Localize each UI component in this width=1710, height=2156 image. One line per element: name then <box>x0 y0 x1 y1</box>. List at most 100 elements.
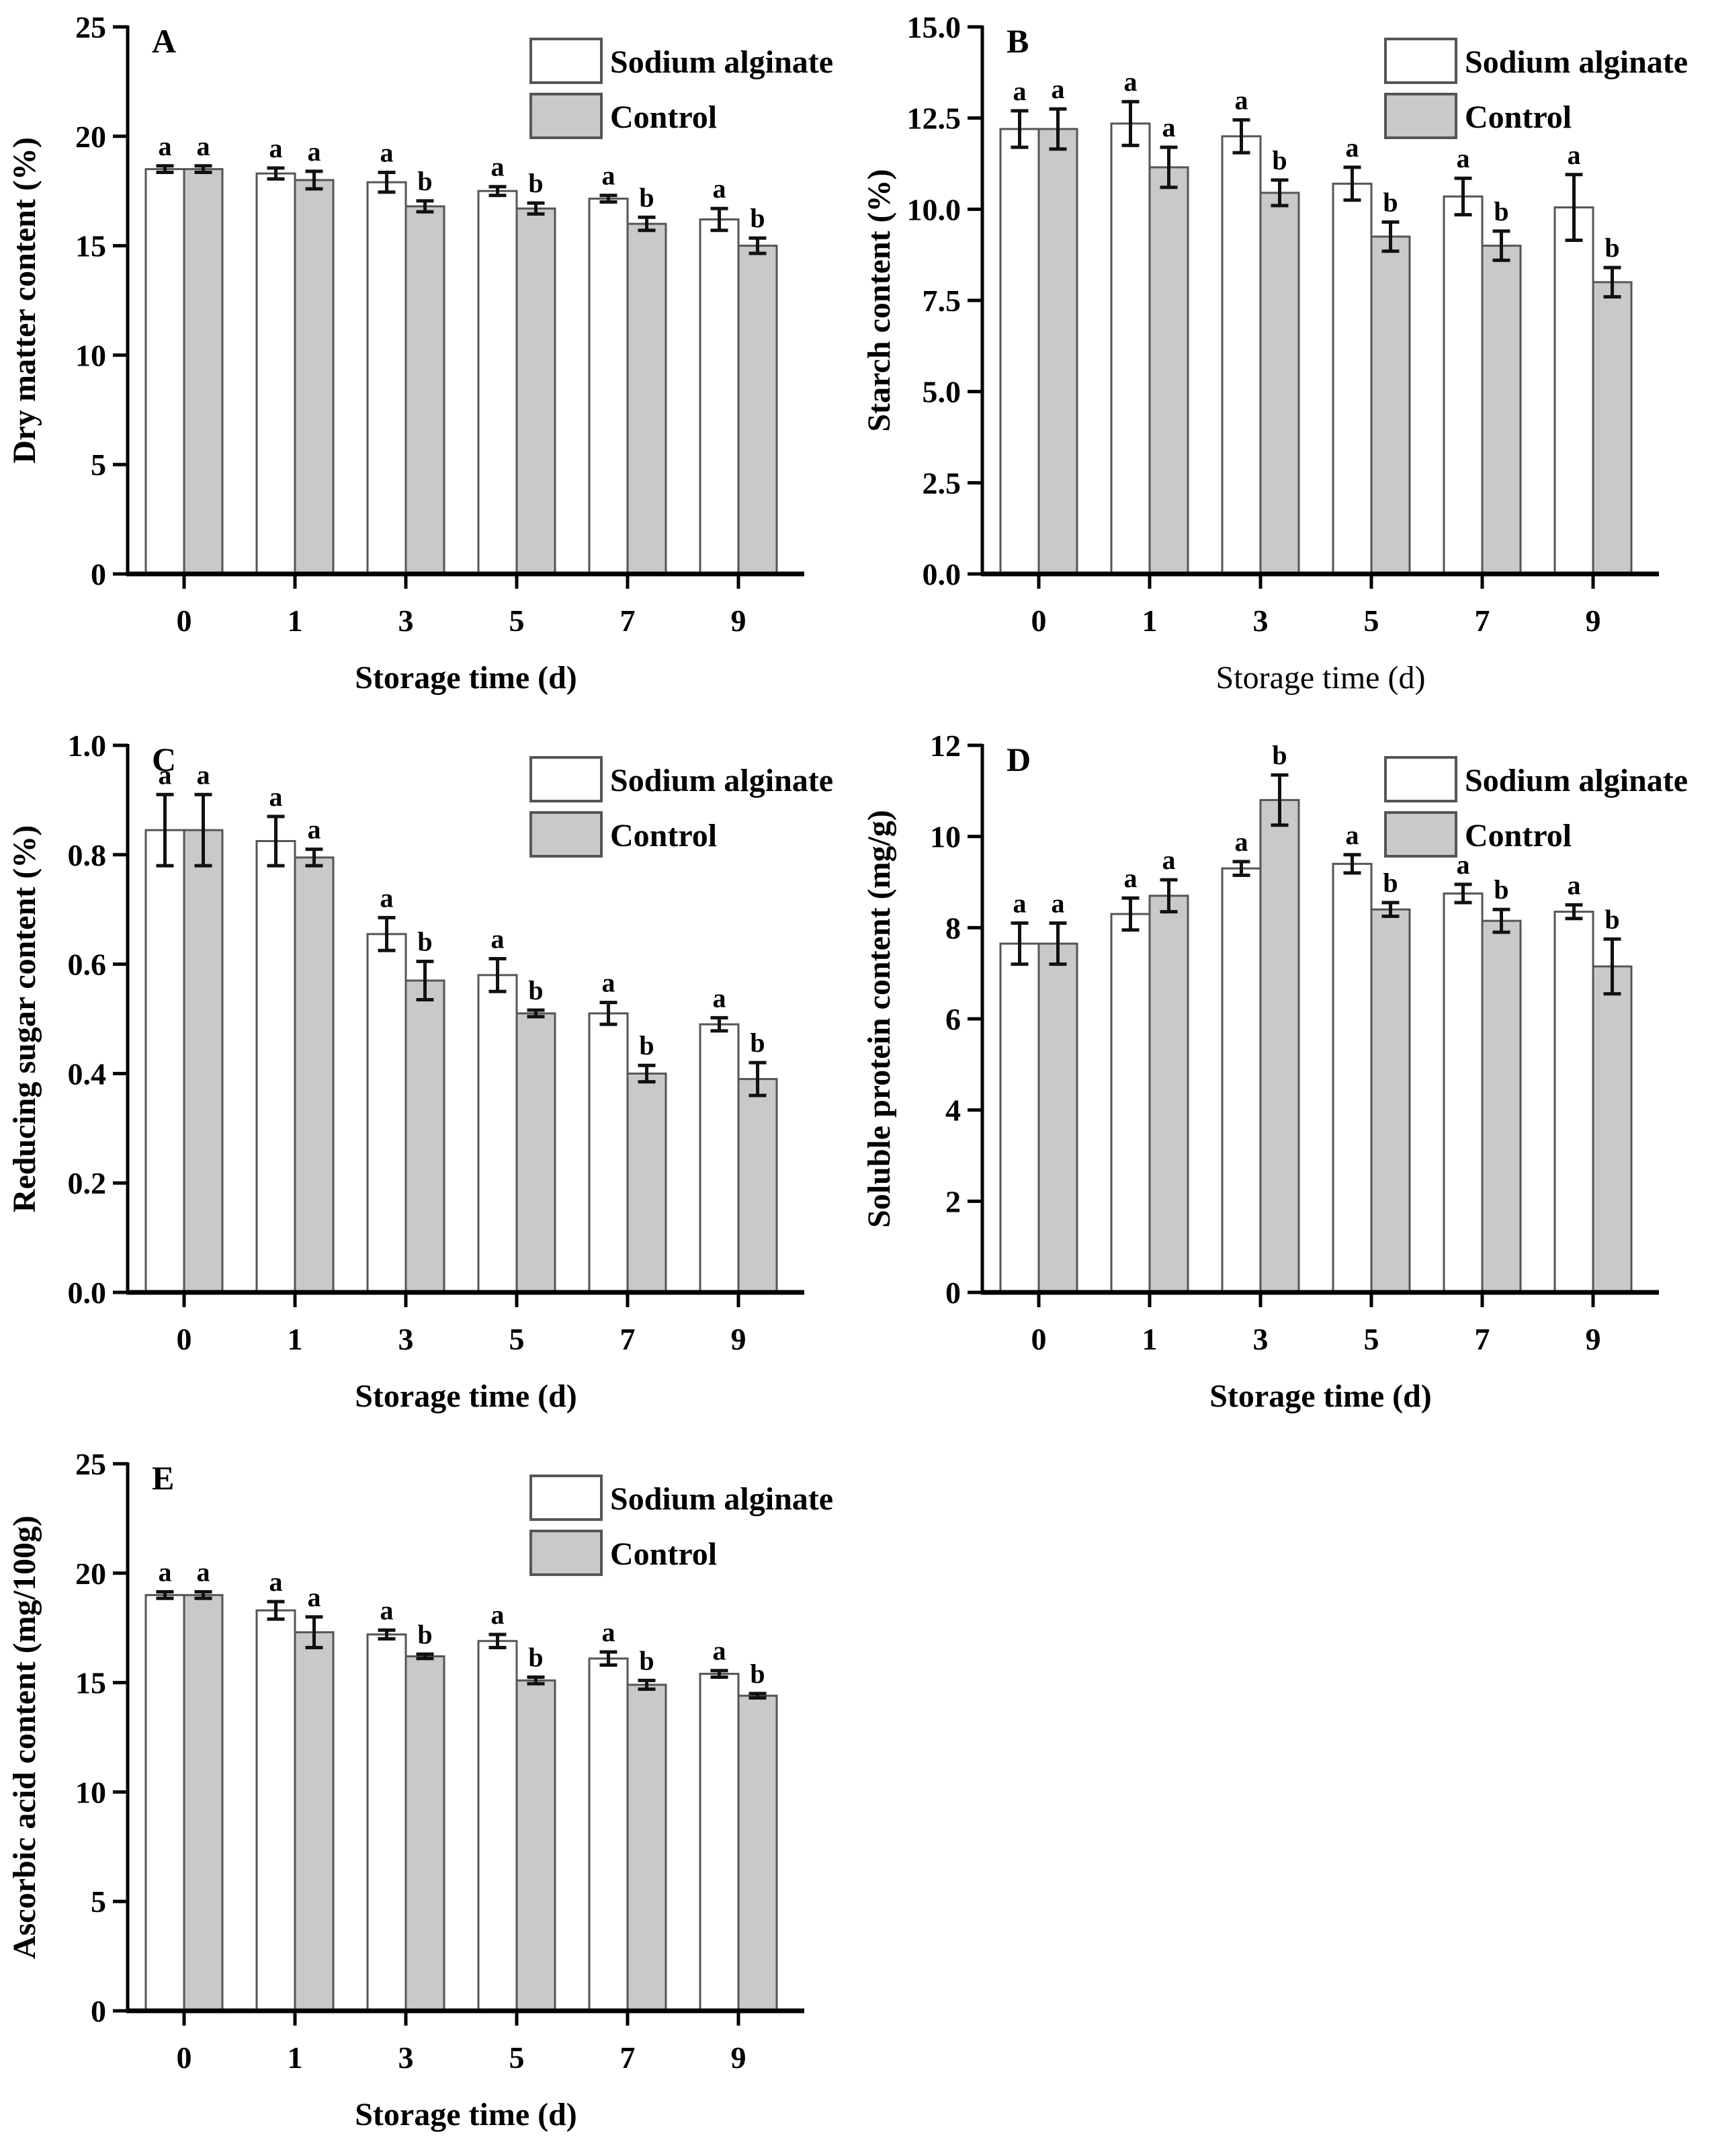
x-tick-label: 1 <box>1142 1322 1158 1356</box>
significance-letter: b <box>639 182 654 212</box>
x-axis-title: Storage time (d) <box>1209 1378 1432 1414</box>
legend-label: Sodium alginate <box>1465 763 1688 798</box>
x-tick-label: 9 <box>731 1322 746 1356</box>
empty-cell <box>855 1437 1710 2156</box>
significance-letter: a <box>269 782 283 812</box>
bar-sodium-alginate-day9 <box>1553 206 1594 575</box>
significance-letter: a <box>1052 888 1065 919</box>
significance-letter: a <box>1235 827 1248 857</box>
y-tick-label: 12.5 <box>907 101 961 136</box>
bar-control-day5 <box>515 1679 556 2012</box>
y-tick-label: 2 <box>945 1184 961 1218</box>
bar-control-day9 <box>737 245 778 575</box>
y-tick-label: 0 <box>945 1276 961 1310</box>
significance-letter: a <box>1457 143 1470 173</box>
legend-label: Control <box>1465 99 1572 135</box>
y-tick-label: 10 <box>75 1775 106 1809</box>
bar-sodium-alginate-day5 <box>1332 862 1373 1294</box>
chart-panel-D: a a a a a b a b a b a b 0 2 4 6 8 10 12 0 1 3 5 7 9 Storage time … <box>855 718 1710 1437</box>
significance-letter: b <box>750 1028 765 1058</box>
bar-control-day9 <box>1592 965 1633 1294</box>
x-axis-title: Storage time (d) <box>355 1378 577 1414</box>
x-tick-label: 0 <box>177 604 192 638</box>
x-tick-label: 7 <box>620 604 636 638</box>
significance-letter: a <box>1124 67 1138 97</box>
legend-swatch-sodium-alginate <box>529 38 603 84</box>
significance-letter: a <box>713 983 726 1013</box>
legend-swatch-control <box>1384 93 1457 139</box>
x-tick-label: 5 <box>509 2040 525 2075</box>
significance-letter: a <box>713 1636 726 1666</box>
bar-sodium-alginate-day1 <box>255 172 296 575</box>
x-tick-label: 0 <box>177 2040 192 2075</box>
bar-sodium-alginate-day7 <box>588 1657 629 2012</box>
x-tick-label: 0 <box>177 1322 192 1356</box>
bar-control-day7 <box>1481 919 1522 1294</box>
bar-sodium-alginate-day1 <box>255 1609 296 2012</box>
significance-letter: a <box>1124 863 1138 893</box>
y-tick-label: 20 <box>75 1557 106 1591</box>
significance-letter: a <box>269 133 283 163</box>
significance-letter: b <box>1494 874 1508 905</box>
chart-panel-E: a a a a a b a b a b a b 0 5 10 15 20 25 0 1 3 5 7 9 Storage time… <box>0 1437 855 2156</box>
x-tick-label: 7 <box>620 2040 636 2075</box>
y-tick-label: 0.8 <box>68 838 107 872</box>
bar-control-day1 <box>294 179 335 575</box>
legend-label: Sodium alginate <box>610 763 833 798</box>
bar-sodium-alginate-day3 <box>1221 867 1262 1294</box>
significance-letter: a <box>1346 820 1359 850</box>
y-tick-label: 0.2 <box>68 1166 107 1200</box>
legend-swatch-control <box>1384 811 1457 858</box>
bar-control-day3 <box>404 1655 445 2012</box>
y-tick-label: 15 <box>75 229 106 263</box>
bar-sodium-alginate-day7 <box>1443 892 1484 1294</box>
x-tick-label: 1 <box>288 1322 303 1356</box>
x-tick-label: 1 <box>288 604 303 638</box>
x-tick-label: 5 <box>1364 1322 1379 1356</box>
bar-sodium-alginate-day1 <box>1110 913 1151 1294</box>
significance-letter: a <box>602 1617 615 1647</box>
bar-sodium-alginate-day7 <box>1443 195 1484 575</box>
legend-label: Control <box>610 99 717 135</box>
significance-letter: a <box>1013 888 1027 919</box>
y-tick-label: 0 <box>91 557 106 591</box>
significance-letter: b <box>1605 904 1619 934</box>
bar-control-day3 <box>404 979 445 1294</box>
legend-swatch-sodium-alginate <box>529 1475 603 1521</box>
y-tick-label: 10.0 <box>907 192 961 226</box>
bar-control-day0 <box>183 1593 224 2012</box>
bar-sodium-alginate-day1 <box>1110 122 1151 575</box>
significance-letter: a <box>602 968 615 998</box>
bar-sodium-alginate-day0 <box>144 1593 185 2012</box>
bar-sodium-alginate-day3 <box>366 1633 407 2012</box>
panel-letter: B <box>1007 22 1029 60</box>
bar-control-day5 <box>515 1012 556 1294</box>
y-tick-label: 8 <box>945 911 961 945</box>
y-tick-label: 15 <box>75 1666 106 1700</box>
y-tick-label: 15.0 <box>907 10 961 44</box>
x-tick-label: 3 <box>1253 1322 1269 1356</box>
bar-sodium-alginate-day5 <box>477 974 518 1294</box>
bar-control-day9 <box>1592 281 1633 575</box>
y-tick-label: 5 <box>91 448 106 482</box>
y-axis-title: Dry matter content (%) <box>7 137 42 464</box>
significance-letter: a <box>197 131 210 161</box>
bar-sodium-alginate-day7 <box>588 198 629 575</box>
y-tick-label: 5.0 <box>923 375 961 409</box>
significance-letter: b <box>1272 145 1287 175</box>
x-tick-label: 3 <box>1253 604 1269 638</box>
bar-sodium-alginate-day3 <box>1221 135 1262 575</box>
bar-control-day3 <box>1259 798 1300 1294</box>
x-axis-title: Storage time (d) <box>355 660 577 696</box>
bar-control-day0 <box>1037 128 1078 575</box>
significance-letter: a <box>197 759 210 790</box>
y-tick-label: 6 <box>945 1002 961 1036</box>
y-tick-label: 5 <box>91 1884 106 1919</box>
y-tick-label: 0 <box>91 1994 106 2028</box>
significance-letter: a <box>159 759 172 790</box>
legend-label: Sodium alginate <box>610 44 833 80</box>
x-tick-label: 1 <box>1142 604 1158 638</box>
